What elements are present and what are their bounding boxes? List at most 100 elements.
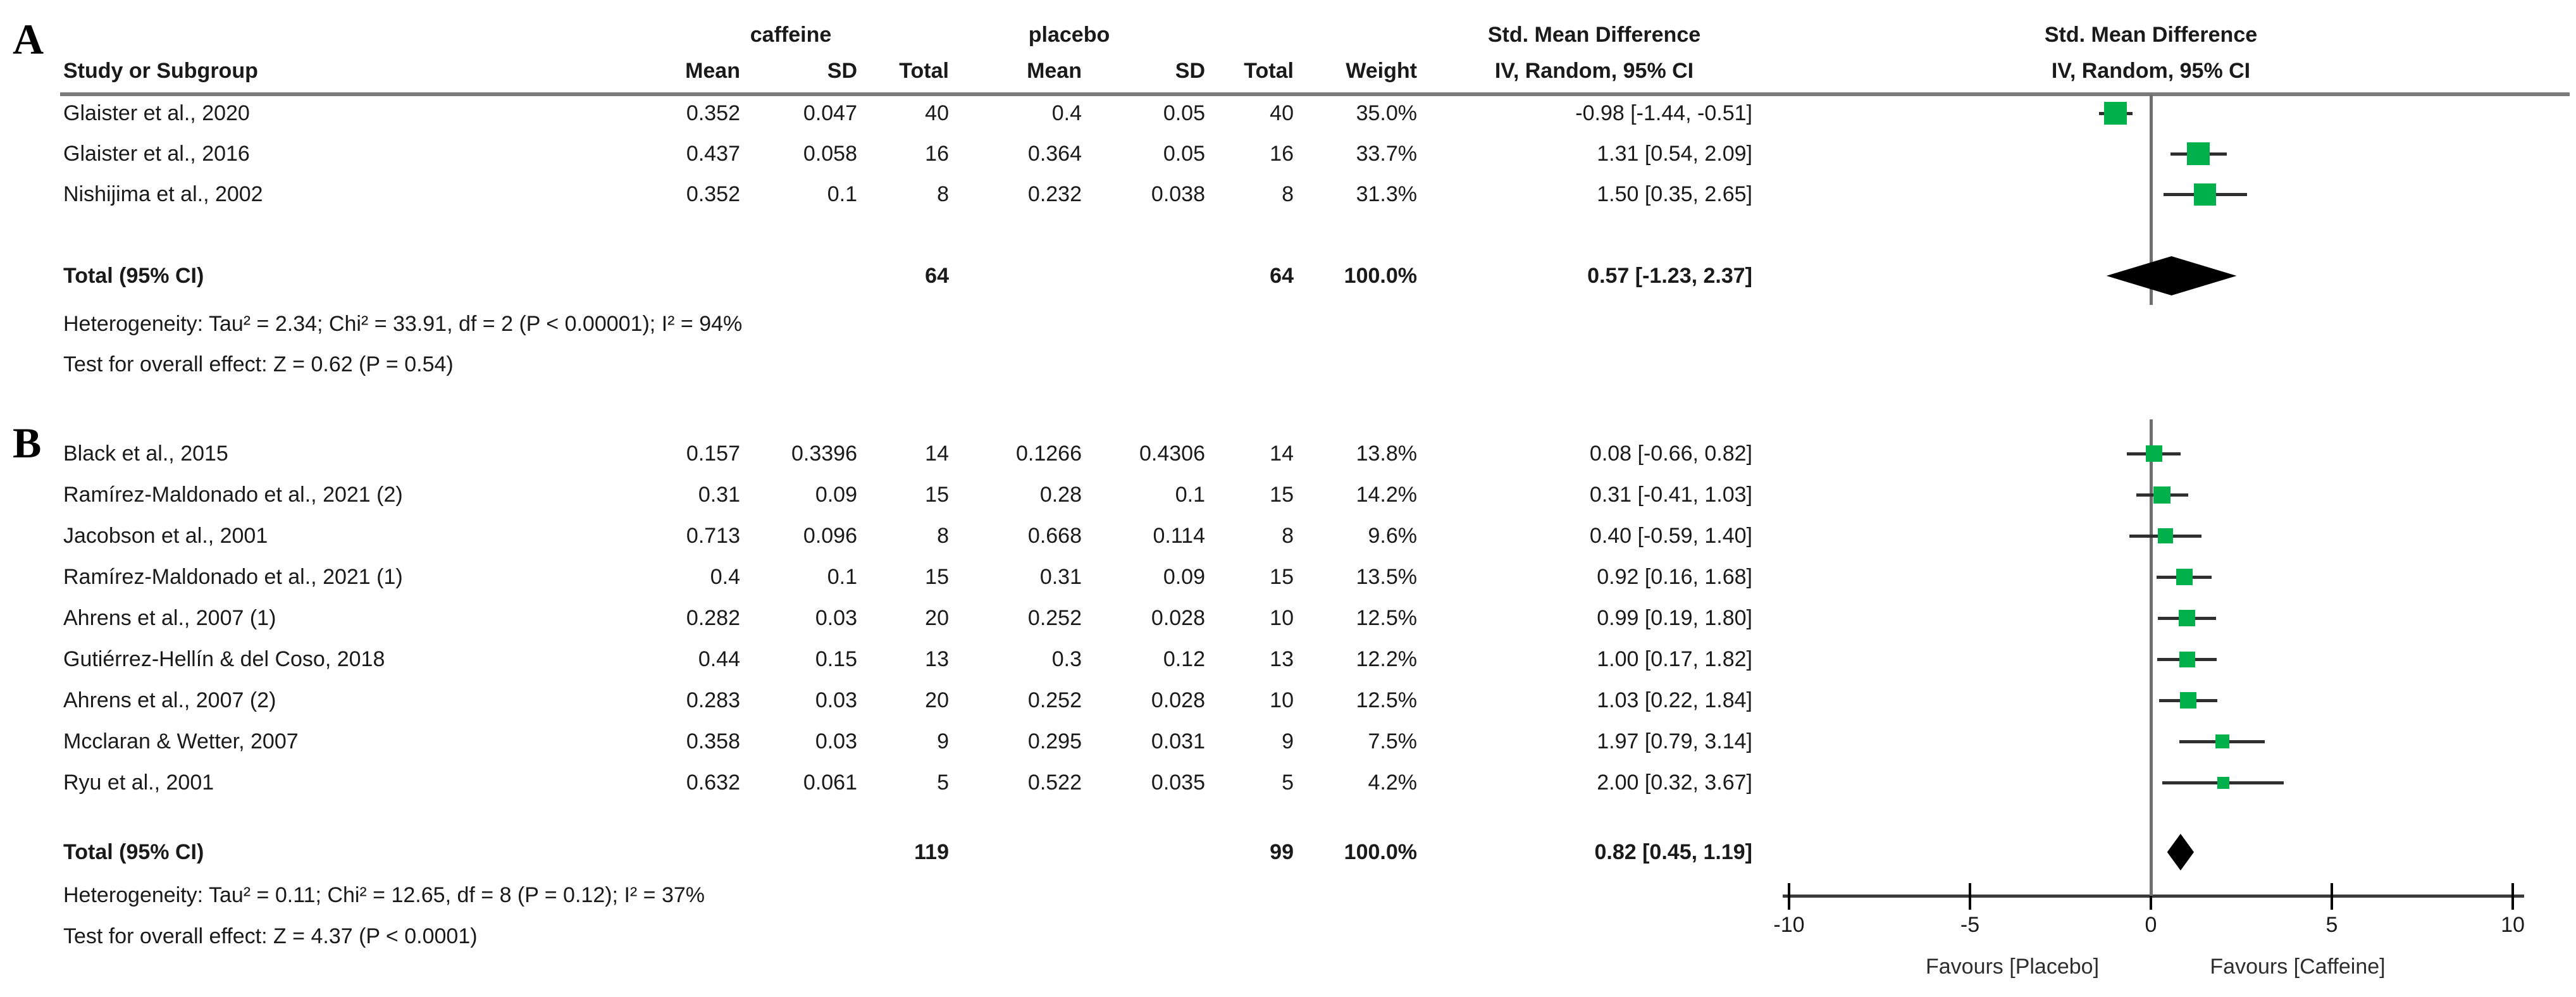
study-row-smd: 1.31 [0.54, 2.09] (1597, 142, 1752, 166)
study-row-n-p: 40 (1270, 101, 1294, 125)
column-header-sd-placebo: SD (1175, 59, 1205, 83)
summary-diamond (2106, 256, 2237, 295)
x-axis-line (1783, 895, 2524, 898)
study-row-name: Glaister et al., 2020 (63, 101, 250, 125)
study-row-n-c: 9 (937, 729, 949, 753)
study-row-mean-p: 0.668 (1027, 524, 1082, 548)
effect-marker (2194, 183, 2217, 206)
study-row-sd-p: 0.114 (1153, 524, 1205, 548)
study-row-name: Nishijima et al., 2002 (63, 182, 263, 206)
study-row-smd: 0.08 [-0.66, 0.82] (1589, 442, 1752, 466)
study-row-smd: 0.31 [-0.41, 1.03] (1589, 483, 1752, 507)
study-row-mean-c: 0.352 (686, 101, 740, 125)
study-row-n-p: 14 (1270, 442, 1294, 466)
study-row-mean-p: 0.522 (1027, 771, 1082, 795)
effect-marker (2145, 445, 2162, 462)
axis-tick-mark (2331, 883, 2333, 910)
column-header-weight: Weight (1346, 59, 1417, 83)
study-row-sd-c: 0.096 (803, 524, 857, 548)
study-row-mean-p: 0.1266 (1016, 442, 1082, 466)
study-row-sd-p: 0.05 (1163, 142, 1205, 166)
effect-marker (2178, 610, 2195, 626)
study-row-smd: 1.00 [0.17, 1.82] (1597, 647, 1752, 671)
total-row-n-c: 64 (925, 264, 949, 288)
study-row-mean-c: 0.4 (710, 565, 740, 589)
study-row-weight: 12.5% (1356, 688, 1417, 712)
axis-tick-label: -10 (1773, 913, 1805, 937)
column-header-sd-caffeine: SD (827, 59, 857, 83)
study-row-sd-c: 0.058 (803, 142, 857, 166)
study-row-n-p: 15 (1270, 483, 1294, 507)
study-row-n-c: 5 (937, 771, 949, 795)
study-row-sd-c: 0.03 (815, 606, 857, 630)
study-row-n-c: 20 (925, 606, 949, 630)
column-header-total-placebo: Total (1244, 59, 1294, 83)
axis-tick-mark (1788, 883, 1790, 910)
effect-marker (2215, 734, 2229, 748)
study-row-sd-c: 0.3396 (791, 442, 857, 466)
study-row-n-c: 8 (937, 524, 949, 548)
study-row-sd-p: 0.09 (1163, 565, 1205, 589)
study-row-n-p: 8 (1282, 524, 1294, 548)
study-row-mean-p: 0.252 (1027, 688, 1082, 712)
study-row-smd: 0.92 [0.16, 1.68] (1597, 565, 1752, 589)
overall-effect-text: Test for overall effect: Z = 4.37 (P < 0… (63, 924, 478, 948)
column-header-total-caffeine: Total (899, 59, 949, 83)
study-row-n-c: 20 (925, 688, 949, 712)
effect-marker (2176, 569, 2193, 585)
study-row-sd-c: 0.047 (803, 101, 857, 125)
heterogeneity-text: Heterogeneity: Tau² = 2.34; Chi² = 33.91… (63, 312, 743, 336)
study-row-mean-p: 0.3 (1051, 647, 1082, 671)
study-row-sd-c: 0.061 (803, 771, 857, 795)
study-row-smd: 0.99 [0.19, 1.80] (1597, 606, 1752, 630)
study-row-sd-c: 0.15 (815, 647, 857, 671)
axis-tick-label: -5 (1960, 913, 1980, 937)
study-row-n-p: 13 (1270, 647, 1294, 671)
study-row-mean-p: 0.28 (1039, 483, 1082, 507)
study-row-name: Ahrens et al., 2007 (1) (63, 606, 276, 630)
total-row-label: Total (95% CI) (63, 264, 204, 288)
study-row-name: Jacobson et al., 2001 (63, 524, 268, 548)
study-row-sd-p: 0.1 (1175, 483, 1205, 507)
study-row-mean-c: 0.632 (686, 771, 740, 795)
study-row-name: Black et al., 2015 (63, 442, 228, 466)
axis-tick-label: 10 (2501, 913, 2525, 937)
study-row-weight: 9.6% (1368, 524, 1418, 548)
zero-effect-line (2150, 95, 2153, 305)
study-row-sd-c: 0.1 (827, 565, 857, 589)
column-header-study: Study or Subgroup (63, 59, 258, 83)
study-row-weight: 4.2% (1368, 771, 1418, 795)
study-row-weight: 12.2% (1356, 647, 1417, 671)
study-row-sd-p: 0.038 (1151, 182, 1205, 206)
study-row-mean-p: 0.4 (1051, 101, 1082, 125)
plot-column-title: Std. Mean Difference (2044, 23, 2258, 47)
study-row-n-c: 13 (925, 647, 949, 671)
column-header-mean-caffeine: Mean (685, 59, 740, 83)
heterogeneity-text: Heterogeneity: Tau² = 0.11; Chi² = 12.65… (63, 883, 705, 907)
study-row-sd-p: 0.035 (1151, 771, 1205, 795)
study-row-mean-p: 0.295 (1027, 729, 1082, 753)
study-row-smd: -0.98 [-1.44, -0.51] (1575, 101, 1752, 125)
study-row-weight: 35.0% (1356, 101, 1417, 125)
study-row-name: Glaister et al., 2016 (63, 142, 250, 166)
favours-placebo-label: Favours [Placebo] (1925, 955, 2100, 979)
summary-diamond (2167, 834, 2195, 870)
total-row-weight: 100.0% (1344, 264, 1417, 288)
effect-marker (2179, 692, 2196, 709)
study-row-sd-p: 0.05 (1163, 101, 1205, 125)
axis-tick-label: 5 (2325, 913, 2338, 937)
study-row-weight: 14.2% (1356, 483, 1417, 507)
study-row-weight: 7.5% (1368, 729, 1418, 753)
group-header-caffeine: caffeine (750, 23, 832, 47)
total-row-smd: 0.57 [-1.23, 2.37] (1587, 264, 1752, 288)
study-row-mean-c: 0.157 (686, 442, 740, 466)
study-row-mean-p: 0.232 (1027, 182, 1082, 206)
study-row-name: Ramírez-Maldonado et al., 2021 (1) (63, 565, 403, 589)
study-row-sd-c: 0.03 (815, 688, 857, 712)
zero-effect-line (2150, 419, 2153, 896)
study-row-mean-c: 0.44 (698, 647, 740, 671)
study-row-weight: 31.3% (1356, 182, 1417, 206)
study-row-weight: 13.5% (1356, 565, 1417, 589)
study-row-mean-c: 0.713 (686, 524, 740, 548)
smd-column-subtitle: IV, Random, 95% CI (1494, 59, 1694, 83)
